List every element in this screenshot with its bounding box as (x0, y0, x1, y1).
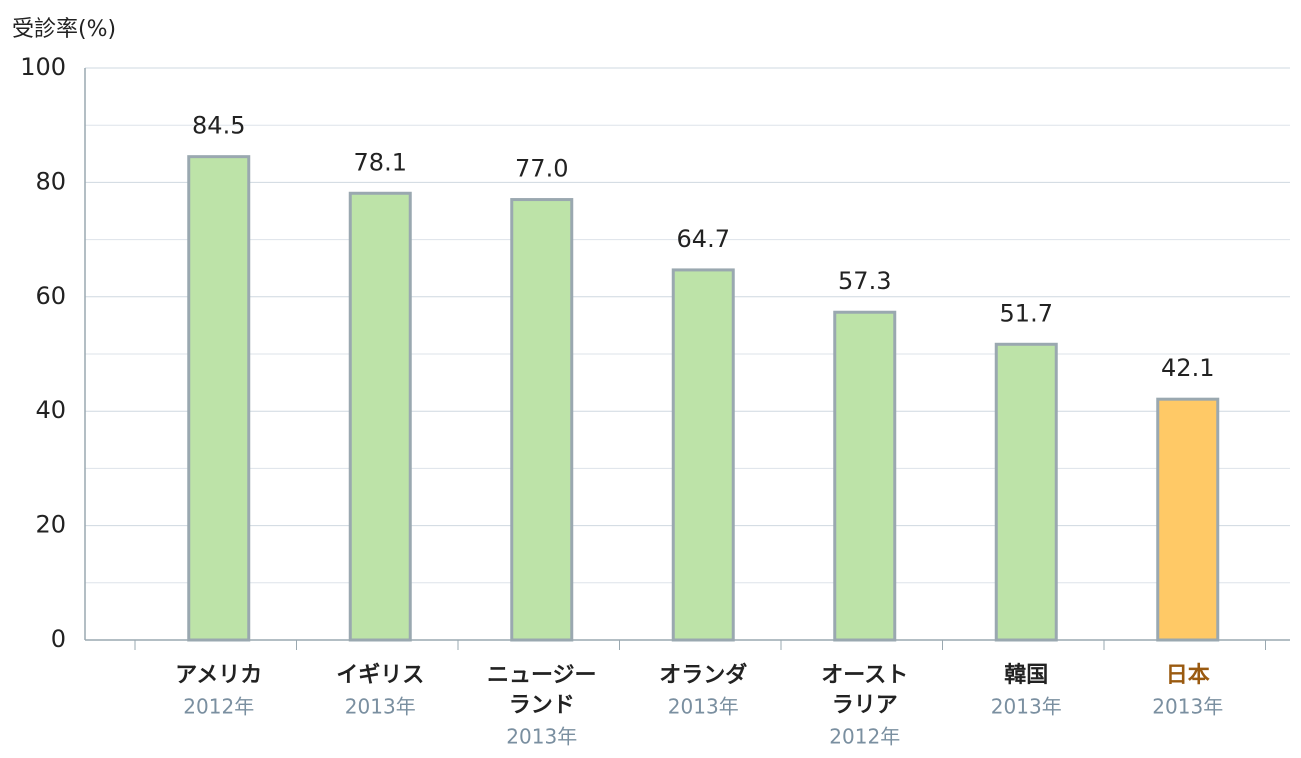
value-label: 64.7 (677, 225, 730, 253)
x-tick-label: イギリス (336, 663, 424, 688)
x-tick-year: 2012年 (183, 695, 254, 719)
y-axis-label: 受診率(%) (12, 17, 116, 42)
bar (833, 310, 897, 642)
y-tick-label: 100 (20, 53, 66, 81)
x-tick-year: 2013年 (991, 695, 1062, 719)
y-tick-label: 0 (51, 625, 66, 653)
bar (187, 155, 251, 642)
value-label: 51.7 (1000, 299, 1053, 327)
bar (671, 268, 735, 642)
y-tick-label: 40 (35, 396, 66, 424)
y-tick-label: 60 (35, 282, 66, 310)
x-tick-year: 2013年 (345, 695, 416, 719)
value-label: 84.5 (192, 112, 245, 140)
bar (1156, 397, 1220, 642)
value-label: 78.1 (354, 148, 407, 176)
x-tick-label: アメリカ (175, 663, 262, 688)
x-tick-year: 2013年 (1152, 695, 1223, 719)
x-tick-year: 2013年 (506, 725, 577, 749)
x-tick-label: ニュージー (487, 663, 597, 688)
y-tick-label: 20 (35, 511, 66, 539)
value-label: 57.3 (838, 267, 891, 295)
x-tick-label: オースト (821, 663, 908, 688)
x-tick-year: 2013年 (668, 695, 739, 719)
value-label: 42.1 (1161, 354, 1214, 382)
x-tick-label: ラリア (832, 693, 898, 718)
x-tick-label: オランダ (659, 662, 747, 688)
x-tick-label: ランド (509, 693, 575, 718)
bar (994, 342, 1058, 642)
bar (510, 198, 574, 642)
x-tick-year: 2012年 (829, 725, 900, 749)
x-tick-label: 日本 (1166, 663, 1210, 688)
bar (348, 191, 412, 642)
x-tick-label: 韓国 (1004, 662, 1048, 688)
y-tick-label: 80 (35, 167, 66, 195)
value-label: 77.0 (515, 155, 568, 183)
